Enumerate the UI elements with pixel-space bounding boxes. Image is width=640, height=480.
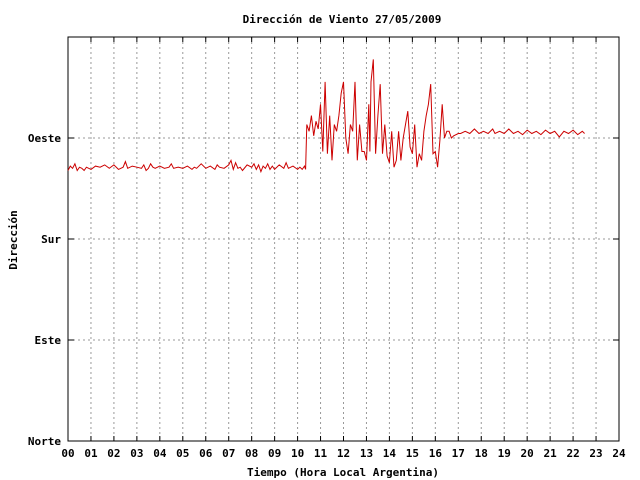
x-tick-label: 10 bbox=[291, 447, 304, 460]
x-axis: 00 01 02 03 04 05 06 07 08 09 10 11 12 13 14 15 16 17 18 19… bbox=[61, 37, 626, 460]
x-tick-label: 08 bbox=[245, 447, 258, 460]
y-tick-label: Norte bbox=[28, 435, 61, 448]
x-tick-label: 14 bbox=[383, 447, 397, 460]
x-tick-label: 23 bbox=[589, 447, 602, 460]
x-tick-label: 20 bbox=[521, 447, 534, 460]
x-tick-label: 06 bbox=[199, 447, 213, 460]
x-tick-label: 16 bbox=[429, 447, 443, 460]
x-tick-label: 05 bbox=[176, 447, 189, 460]
y-tick-label: Sur bbox=[41, 233, 61, 246]
x-tick-label: 12 bbox=[337, 447, 350, 460]
x-tick-label: 11 bbox=[314, 447, 328, 460]
series-line-0 bbox=[67, 59, 585, 174]
x-tick-label: 24 bbox=[612, 447, 626, 460]
series-layer bbox=[67, 59, 585, 174]
x-tick-label: 04 bbox=[153, 447, 167, 460]
x-axis-label: Tiempo (Hora Local Argentina) bbox=[247, 466, 439, 479]
x-tick-label: 01 bbox=[84, 447, 98, 460]
x-tick-label: 18 bbox=[475, 447, 488, 460]
chart-title: Dirección de Viento 27/05/2009 bbox=[243, 13, 442, 26]
x-tick-label: 17 bbox=[452, 447, 465, 460]
x-tick-label: 19 bbox=[498, 447, 511, 460]
x-tick-label: 21 bbox=[544, 447, 558, 460]
y-axis-label: Dirección bbox=[7, 210, 20, 270]
y-tick-label: Oeste bbox=[28, 132, 61, 145]
x-tick-label: 22 bbox=[566, 447, 579, 460]
x-tick-label: 15 bbox=[406, 447, 419, 460]
y-tick-label: Este bbox=[35, 334, 62, 347]
x-tick-label: 02 bbox=[107, 447, 120, 460]
y-axis: Norte Este Sur Oeste bbox=[28, 132, 619, 448]
grid bbox=[68, 37, 619, 441]
x-tick-label: 13 bbox=[360, 447, 373, 460]
x-tick-label: 03 bbox=[130, 447, 143, 460]
x-tick-label: 07 bbox=[222, 447, 235, 460]
x-tick-label: 09 bbox=[268, 447, 281, 460]
x-tick-label: 00 bbox=[61, 447, 74, 460]
